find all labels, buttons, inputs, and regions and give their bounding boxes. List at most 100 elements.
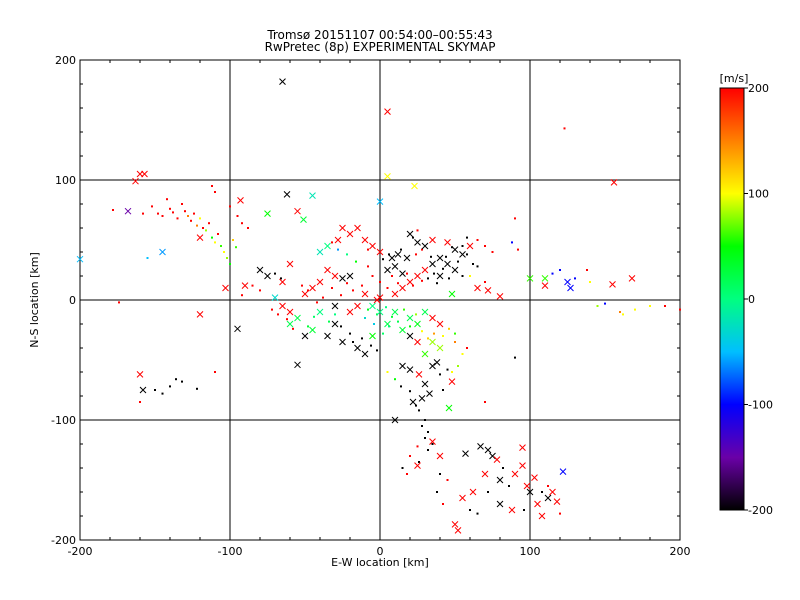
- data-point-x: [429, 314, 436, 322]
- data-dot: [385, 306, 387, 309]
- data-dot: [181, 203, 183, 205]
- data-dot: [205, 229, 207, 232]
- chart-title: Tromsø 20151107 00:54:00–00:55:43: [266, 28, 492, 42]
- data-point-x: [414, 338, 421, 346]
- data-dot: [388, 253, 390, 256]
- data-dot: [469, 275, 471, 277]
- data-point-x: [429, 362, 436, 370]
- data-point-x: [493, 456, 501, 463]
- data-dot: [274, 272, 276, 275]
- data-point-x: [406, 230, 414, 238]
- data-point-x: [324, 242, 331, 250]
- data-point-x: [436, 254, 444, 262]
- data-dot: [169, 385, 171, 388]
- data-point-x: [553, 498, 561, 505]
- data-dot: [251, 284, 254, 287]
- data-dot: [514, 356, 516, 359]
- data-dot: [416, 229, 419, 232]
- data-dot: [448, 277, 450, 280]
- data-dot: [589, 281, 591, 283]
- data-point-x: [376, 198, 384, 205]
- data-dot: [211, 185, 213, 187]
- data-dot: [448, 327, 450, 330]
- data-point-x: [264, 210, 271, 217]
- data-point-x: [279, 302, 286, 310]
- data-dot: [484, 281, 486, 283]
- colorbar-tick-label: -100: [748, 399, 773, 412]
- data-dot: [461, 275, 464, 277]
- data-point-x: [271, 294, 279, 301]
- data-dot: [604, 302, 606, 305]
- data-dot: [574, 277, 576, 280]
- y-axis-label: N-S location [km]: [28, 252, 41, 348]
- data-dot: [176, 217, 179, 220]
- data-point-x: [466, 242, 474, 250]
- data-point-x: [279, 278, 286, 286]
- y-tick-label: 100: [55, 174, 76, 187]
- x-tick-label: 100: [520, 545, 541, 558]
- data-point-x: [444, 260, 451, 268]
- data-dot: [596, 305, 599, 307]
- data-dot: [166, 198, 168, 201]
- data-dot: [424, 419, 426, 421]
- data-point-x: [339, 224, 346, 232]
- data-dot: [307, 325, 309, 328]
- data-dot: [403, 308, 405, 311]
- data-point-x: [286, 260, 294, 268]
- data-dot: [442, 503, 444, 505]
- data-dot: [466, 347, 468, 349]
- data-point-x: [361, 290, 369, 298]
- x-axis-ticks: -200 -100 0 100 200: [68, 60, 691, 558]
- data-point-x: [346, 308, 354, 316]
- data-dot: [409, 325, 411, 328]
- data-dot: [241, 294, 243, 297]
- data-dot: [352, 341, 354, 343]
- data-dot: [487, 491, 489, 493]
- data-point-x: [294, 314, 301, 322]
- data-dot: [355, 260, 357, 263]
- data-point-x: [279, 78, 286, 85]
- data-dot: [340, 294, 342, 297]
- data-dot: [424, 437, 426, 439]
- data-dot: [196, 387, 198, 390]
- data-point-x: [462, 450, 469, 457]
- data-point-x: [384, 173, 391, 180]
- data-dot: [541, 491, 543, 493]
- data-point-x: [222, 284, 229, 292]
- data-dot: [379, 281, 381, 283]
- data-point-x: [388, 254, 396, 262]
- colorbar-ticks: 200 100 0 -100 -200: [744, 82, 773, 517]
- data-point-x: [316, 308, 324, 316]
- data-dot: [241, 222, 243, 225]
- data-dot: [415, 313, 417, 316]
- data-dot: [313, 315, 315, 318]
- data-dot: [139, 401, 141, 403]
- data-point-x: [429, 438, 436, 445]
- data-dot: [406, 473, 408, 475]
- data-point-x: [628, 275, 636, 282]
- data-dot: [427, 337, 429, 340]
- data-point-x: [283, 191, 291, 198]
- data-dot: [664, 305, 666, 307]
- data-point-x: [294, 207, 301, 215]
- data-point-x: [399, 270, 406, 277]
- data-dot: [406, 272, 408, 275]
- data-point-x: [391, 263, 399, 270]
- data-dot: [235, 246, 237, 249]
- x-tick-label: 0: [377, 545, 384, 558]
- chart-subtitle: RwPretec (8p) EXPERIMENTAL SKYMAP: [265, 40, 496, 54]
- data-dot: [418, 409, 420, 412]
- data-dot: [421, 279, 423, 282]
- data-dot: [169, 207, 171, 210]
- data-point-x: [369, 242, 376, 250]
- data-point-x: [124, 207, 132, 215]
- data-point-x: [316, 248, 324, 256]
- data-dot: [457, 260, 459, 263]
- data-dot: [416, 445, 419, 448]
- data-dot: [292, 327, 294, 330]
- y-tick-label: -200: [51, 534, 76, 547]
- data-point-x: [418, 395, 426, 402]
- data-dot: [433, 332, 435, 335]
- x-tick-label: 200: [670, 545, 691, 558]
